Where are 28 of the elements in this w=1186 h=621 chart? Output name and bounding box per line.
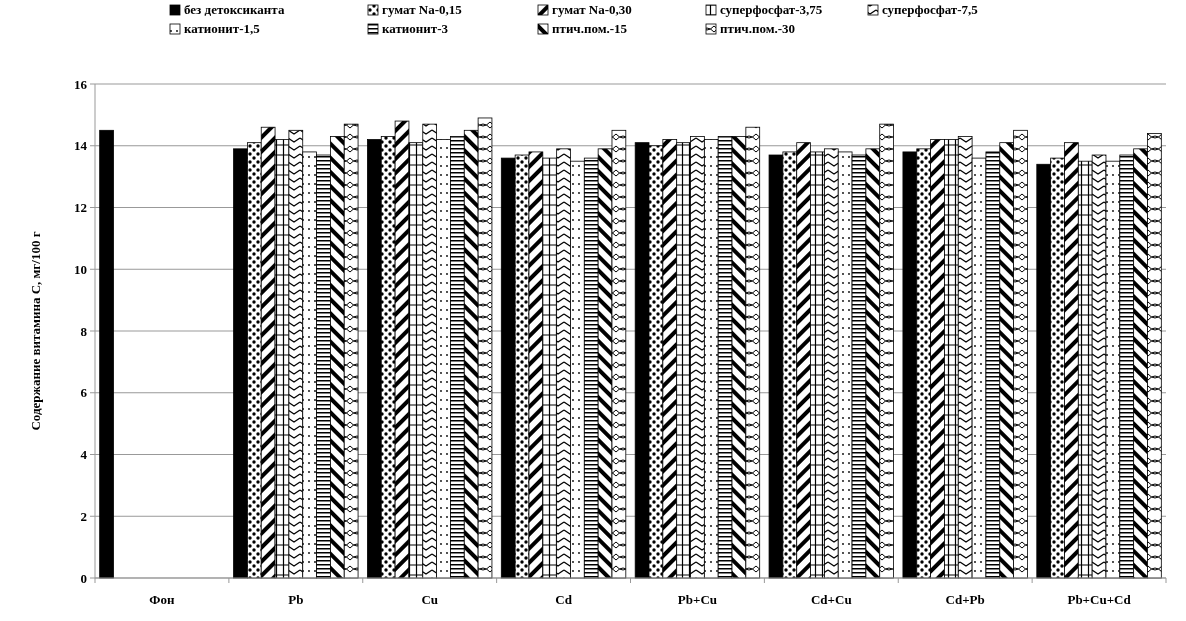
x-tick-label: Cd	[555, 592, 573, 607]
x-tick-label: Cu	[421, 592, 438, 607]
x-tick-label: Cd+Pb	[945, 592, 985, 607]
y-tick-label: 10	[74, 261, 87, 277]
y-tick-label: 0	[80, 570, 87, 586]
y-tick-label: 12	[74, 200, 87, 216]
legend-label: птич.пом.-30	[720, 21, 796, 36]
legend-label: птич.пом.-15	[552, 21, 628, 36]
y-tick-label: 4	[80, 447, 88, 463]
x-tick-label: Фон	[149, 592, 176, 607]
legend-label: суперфосфат-7,5	[882, 2, 979, 17]
x-tick-label: Pb	[288, 592, 304, 607]
legend-label: катионит-3	[382, 21, 449, 36]
x-tick-label: Pb+Cu	[677, 592, 718, 607]
bar	[99, 129, 114, 579]
legend-label: без детоксиканта	[184, 2, 285, 17]
x-tick-label: Pb+Cu+Cd	[1067, 592, 1132, 607]
legend-label: суперфосфат-3,75	[720, 2, 823, 17]
y-tick-label: 16	[74, 76, 88, 92]
y-tick-label: 14	[74, 138, 88, 154]
y-tick-label: 8	[80, 323, 88, 339]
legend-label: катионит-1,5	[184, 21, 261, 36]
legend-label: гумат Na-0,15	[382, 2, 463, 17]
legend-label: гумат Na-0,30	[552, 2, 632, 17]
y-tick-label: 2	[80, 508, 87, 524]
x-tick-label: Cd+Cu	[810, 592, 852, 607]
y-tick-label: 6	[80, 385, 88, 401]
y-axis-title: Содержание витамина С, мг/100 г	[28, 231, 43, 431]
